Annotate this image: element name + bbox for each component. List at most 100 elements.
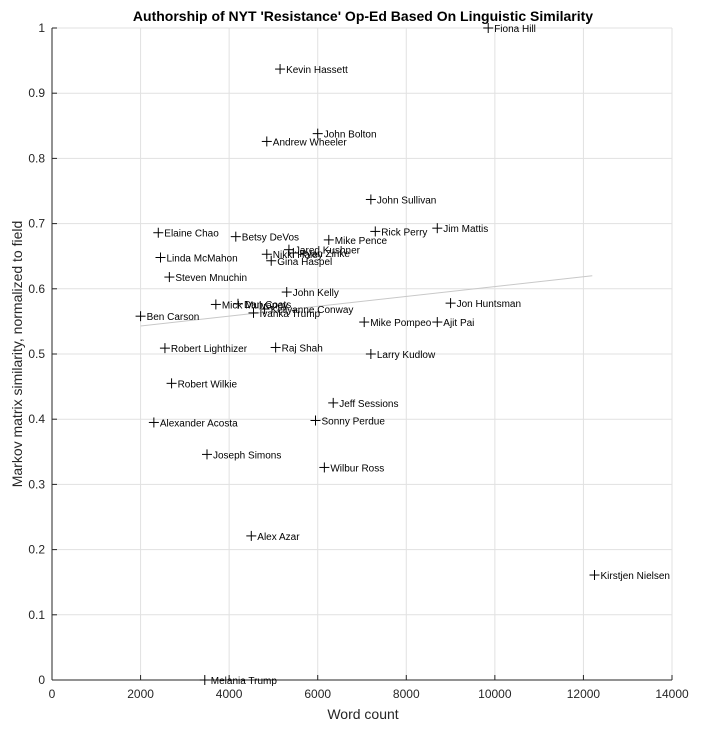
data-point: Ajit Pai (432, 317, 474, 329)
point-label: Betsy DeVos (242, 233, 299, 244)
data-point: Ryan Zinke (288, 247, 350, 260)
y-tick-label: 0.4 (28, 412, 45, 426)
y-tick-label: 0.3 (28, 477, 45, 491)
data-point: Steven Mnuchin (164, 272, 247, 284)
y-tick-label: 0.9 (28, 86, 45, 100)
data-point: Wilbur Ross (319, 462, 384, 474)
point-label: Jared Kushner (295, 246, 361, 257)
point-label: Sonny Perdue (322, 417, 386, 428)
point-label: John Bolton (324, 130, 377, 141)
x-axis-label: Word count (327, 706, 398, 722)
point-label: John Kelly (293, 288, 339, 299)
point-label: Joseph Simons (213, 450, 281, 461)
point-label: Mike Pence (335, 236, 388, 247)
point-label: Ajit Pai (443, 318, 474, 329)
point-label: Kellyanne Conway (271, 305, 354, 316)
point-layer: Fiona Hill Kevin Hassett John BoltonAndrew… (135, 23, 670, 687)
y-tick-label: 0.5 (28, 347, 45, 361)
data-point: Ben Carson (135, 311, 200, 323)
point-label: Kevin Hassett (286, 65, 348, 76)
data-point: Mike Pence (323, 234, 388, 247)
data-point: Jeff Sessions (328, 397, 399, 410)
point-label: Melania Trump (211, 676, 278, 687)
data-point: Jon Huntsman (445, 298, 521, 310)
x-tick-label: 0 (49, 687, 56, 701)
data-point: Kellyanne Conway (259, 304, 354, 316)
point-label: Robert Lighthizer (171, 344, 248, 355)
data-point: Linda McMahon (155, 252, 238, 265)
y-tick-label: 0.1 (28, 608, 45, 622)
data-point: Nikki Haley (261, 249, 323, 261)
data-point: Jim Mattis (432, 223, 488, 235)
point-label: Andrew Wheeler (273, 137, 348, 148)
x-tick-label: 8000 (393, 687, 420, 701)
data-point: Joseph Simons (202, 449, 281, 461)
data-point: Mike Pompeo (359, 317, 432, 329)
point-label: Larry Kudlow (377, 350, 436, 361)
data-point: Robert Wilkie (166, 378, 238, 390)
chart-title: Authorship of NYT 'Resistance' Op-Ed Bas… (133, 8, 593, 24)
data-point: Kevin Hassett (275, 64, 348, 76)
point-label: Jim Mattis (443, 224, 488, 235)
data-point: Gina Haspel (266, 255, 332, 268)
y-tick-label: 0.6 (28, 282, 45, 296)
point-label: Jeff Sessions (339, 399, 398, 410)
point-label: Alex Azar (257, 532, 300, 543)
x-tick-label: 6000 (304, 687, 331, 701)
point-label: Steven Mnuchin (175, 273, 247, 284)
point-label: Ryan Zinke (299, 249, 350, 260)
point-label: Nikki Haley (273, 250, 323, 261)
data-point: Betsy DeVos (230, 231, 299, 244)
point-label: Gina Haspel (277, 257, 332, 268)
point-label: Ivanka Trump (260, 309, 321, 320)
point-label: Robert Wilkie (178, 379, 238, 390)
point-label: Wilbur Ross (330, 463, 384, 474)
data-point: Raj Shah (270, 342, 323, 354)
data-point: Fiona Hill (483, 23, 536, 35)
data-point: Ivanka Trump (248, 307, 321, 320)
y-tick-label: 0.8 (28, 151, 45, 165)
point-label: Dan Coats (244, 300, 291, 311)
data-point: Elaine Chao (153, 227, 219, 240)
data-point: Alex Azar (246, 530, 300, 543)
y-tick-label: 1 (38, 21, 45, 35)
data-point: Larry Kudlow (365, 349, 436, 361)
x-tick-label: 14000 (655, 687, 689, 701)
data-point: Melania Trump (199, 675, 278, 687)
point-label: Alexander Acosta (160, 418, 238, 429)
y-tick-label: 0.2 (28, 543, 45, 557)
data-point: Kirstjen Nielsen (589, 570, 670, 582)
point-label: Mike Pompeo (370, 318, 432, 329)
data-point: Andrew Wheeler (261, 136, 348, 148)
data-point: John Sullivan (365, 194, 436, 206)
data-point: Sonny Perdue (310, 415, 386, 428)
point-label: Raj Shah (282, 343, 323, 354)
point-label: Ben Carson (147, 312, 200, 323)
point-label: Fiona Hill (494, 24, 536, 35)
tick-layer: 0 2000 4000 6000 8000 10000 12000 14000 0 0.1 0.2 0… (28, 21, 689, 701)
x-tick-label: 4000 (216, 687, 243, 701)
data-point: John Kelly (281, 287, 339, 299)
data-point: Mick Mulvaney (210, 299, 288, 311)
point-label: Kirstjen Nielsen (601, 571, 670, 582)
point-label: Mick Mulvaney (222, 300, 288, 311)
point-label: Rick Perry (381, 227, 427, 238)
point-label: Elaine Chao (164, 229, 219, 240)
point-label: John Sullivan (377, 195, 436, 206)
data-point: Alexander Acosta (148, 417, 238, 429)
trend-layer (140, 275, 593, 327)
data-point: Rick Perry (370, 226, 427, 238)
data-point: Robert Lighthizer (159, 343, 248, 355)
y-tick-label: 0.7 (28, 217, 45, 231)
x-tick-label: 10000 (478, 687, 512, 701)
point-label: Jon Huntsman (457, 299, 521, 310)
y-tick-label: 0 (38, 673, 45, 687)
x-tick-label: 12000 (567, 687, 601, 701)
data-point: John Bolton (312, 128, 377, 141)
y-axis-label: Markov matrix similarity, normalized to … (9, 221, 25, 488)
trend-line (140, 275, 593, 327)
data-point: Dan Coats (233, 298, 291, 311)
x-tick-label: 2000 (127, 687, 154, 701)
